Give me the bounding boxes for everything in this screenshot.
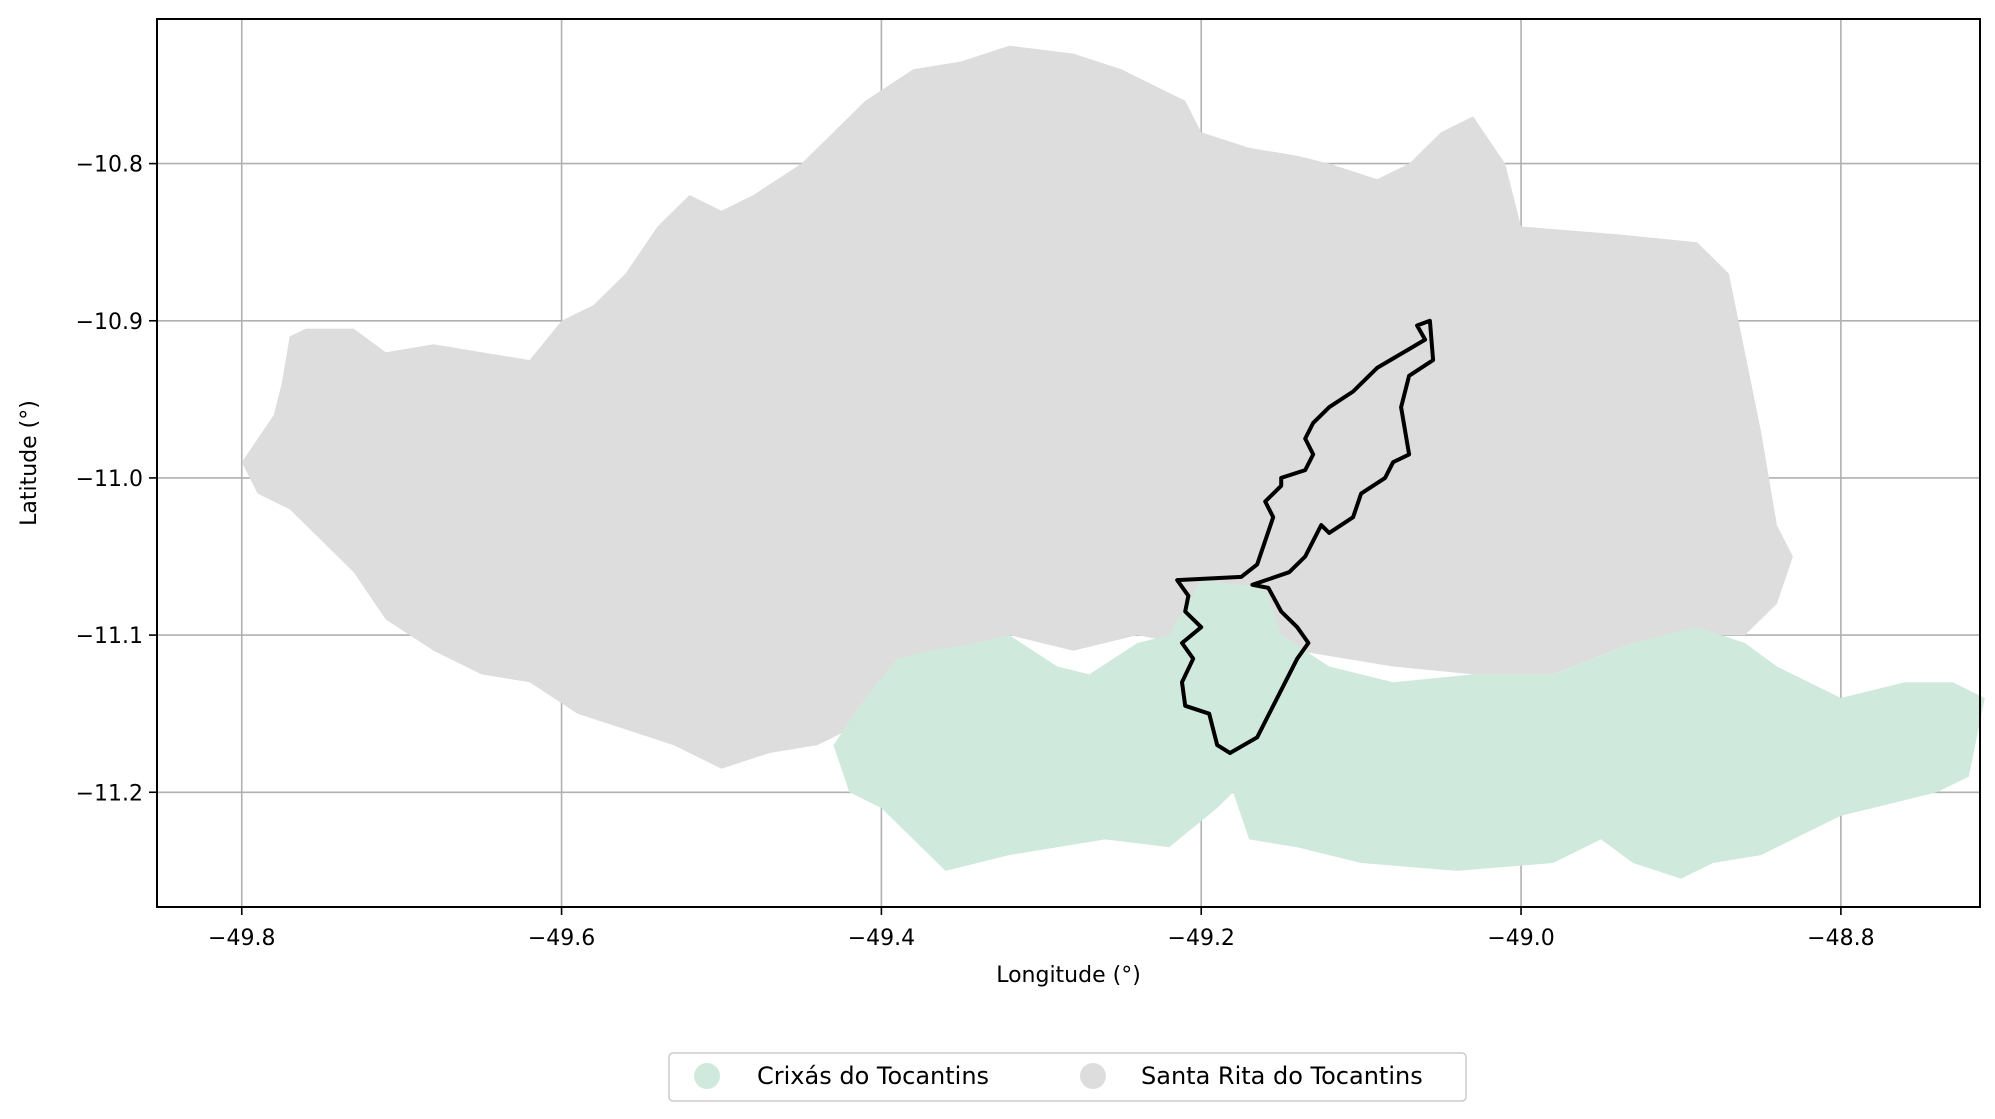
legend-label-santa-rita: Santa Rita do Tocantins [1141,1062,1423,1090]
legend-marker-santa-rita [1080,1063,1106,1089]
highlight-outline-layer [1175,318,1436,755]
plot-frame [156,18,1981,908]
y-tick-label-0: −10.8 [76,153,143,178]
region-layer [241,45,1985,879]
legend-label-crixas: Crixás do Tocantins [757,1062,989,1090]
y-axis-label: Latitude (°) [17,400,42,526]
x-tick-label-0: −49.8 [208,926,275,951]
x-axis-label: Longitude (°) [996,963,1141,988]
region-crixas-do-tocantins [833,580,1985,879]
y-tick-label-3: −11.1 [76,624,143,649]
legend: Crixás do Tocantins Santa Rita do Tocant… [668,1052,1467,1102]
axis-ticks: −49.8 −49.6 −49.4 −49.2 −49.0 −48.8 −10.8 −10.9… [76,153,1875,951]
legend-box [668,1052,1467,1102]
x-tick-label-2: −49.4 [848,926,915,951]
x-tick-label-5: −48.8 [1807,926,1874,951]
x-tick-label-4: −49.0 [1487,926,1554,951]
x-tick-label-3: −49.2 [1168,926,1235,951]
y-tick-label-2: −11.0 [76,467,143,492]
region-santa-rita-do-tocantins [241,45,1793,769]
highlight-outline [1175,318,1436,755]
x-tick-label-1: −49.6 [528,926,595,951]
y-tick-label-4: −11.2 [76,781,143,806]
y-tick-label-1: −10.9 [76,310,143,335]
legend-marker-crixas [694,1063,720,1089]
